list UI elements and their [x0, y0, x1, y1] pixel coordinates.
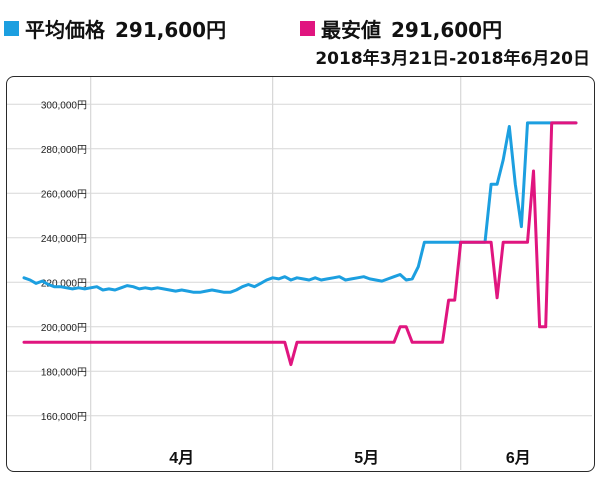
legend-item-average: 平均価格 291,600円	[4, 14, 226, 43]
chart-frame	[6, 76, 595, 472]
date-range: 2018年3月21日-2018年6月20日	[315, 49, 590, 69]
y-tick-label: 160,000円	[41, 412, 87, 423]
x-tick-label: 6月	[506, 449, 531, 467]
y-tick-label: 280,000円	[41, 145, 87, 156]
y-tick-label: 180,000円	[41, 367, 87, 378]
legend-swatch-average	[4, 21, 19, 36]
y-tick-label: 300,000円	[41, 100, 87, 111]
x-tick-label: 5月	[354, 449, 379, 467]
legend-value-lowest: 291,600円	[391, 18, 503, 42]
y-tick-label: 240,000円	[41, 234, 87, 245]
y-tick-label: 260,000円	[41, 189, 87, 200]
legend-value-average: 291,600円	[115, 18, 227, 42]
legend-swatch-lowest	[300, 21, 315, 36]
legend-label-lowest: 最安値	[321, 18, 381, 42]
y-tick-label: 220,000円	[41, 278, 87, 289]
legend-label-average: 平均価格	[25, 18, 105, 42]
y-tick-label: 200,000円	[41, 323, 87, 334]
legend-item-lowest: 最安値 291,600円	[300, 14, 502, 43]
series-line-lowest-price	[22, 121, 578, 367]
x-tick-label: 4月	[169, 449, 194, 467]
